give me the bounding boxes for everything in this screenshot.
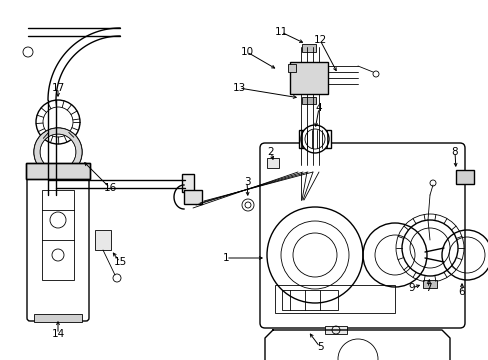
Text: 13: 13: [232, 83, 245, 93]
Bar: [42, 190, 74, 280]
Wedge shape: [34, 128, 82, 176]
Bar: [302, 97, 315, 104]
Bar: [282, 290, 337, 310]
Text: 1: 1: [222, 253, 229, 263]
Bar: [297, 162, 319, 172]
Text: 5: 5: [316, 342, 323, 352]
Bar: [183, 190, 202, 204]
Bar: [325, 326, 346, 334]
Text: 11: 11: [274, 27, 287, 37]
Text: 17: 17: [51, 83, 64, 93]
Text: 6: 6: [458, 287, 465, 297]
Text: 16: 16: [103, 183, 116, 193]
Text: 15: 15: [113, 257, 126, 267]
Text: 10: 10: [240, 47, 253, 57]
Bar: [182, 174, 194, 192]
Text: 7: 7: [424, 283, 430, 293]
FancyBboxPatch shape: [260, 143, 464, 328]
Bar: [455, 170, 473, 184]
Bar: [266, 158, 279, 168]
FancyBboxPatch shape: [27, 165, 89, 321]
Text: 8: 8: [451, 147, 457, 157]
Text: 9: 9: [408, 283, 414, 293]
Circle shape: [301, 125, 328, 153]
Text: 14: 14: [51, 329, 64, 339]
Bar: [287, 64, 295, 72]
Text: 2: 2: [267, 147, 274, 157]
Bar: [34, 314, 82, 322]
Text: 3: 3: [243, 177, 250, 187]
Bar: [274, 285, 394, 313]
Bar: [289, 62, 327, 94]
Text: 12: 12: [313, 35, 326, 45]
Bar: [298, 130, 330, 148]
Bar: [422, 280, 436, 288]
Bar: [26, 163, 90, 179]
Bar: [95, 230, 111, 250]
Bar: [26, 163, 90, 179]
Bar: [302, 44, 315, 52]
Text: 4: 4: [315, 103, 322, 113]
